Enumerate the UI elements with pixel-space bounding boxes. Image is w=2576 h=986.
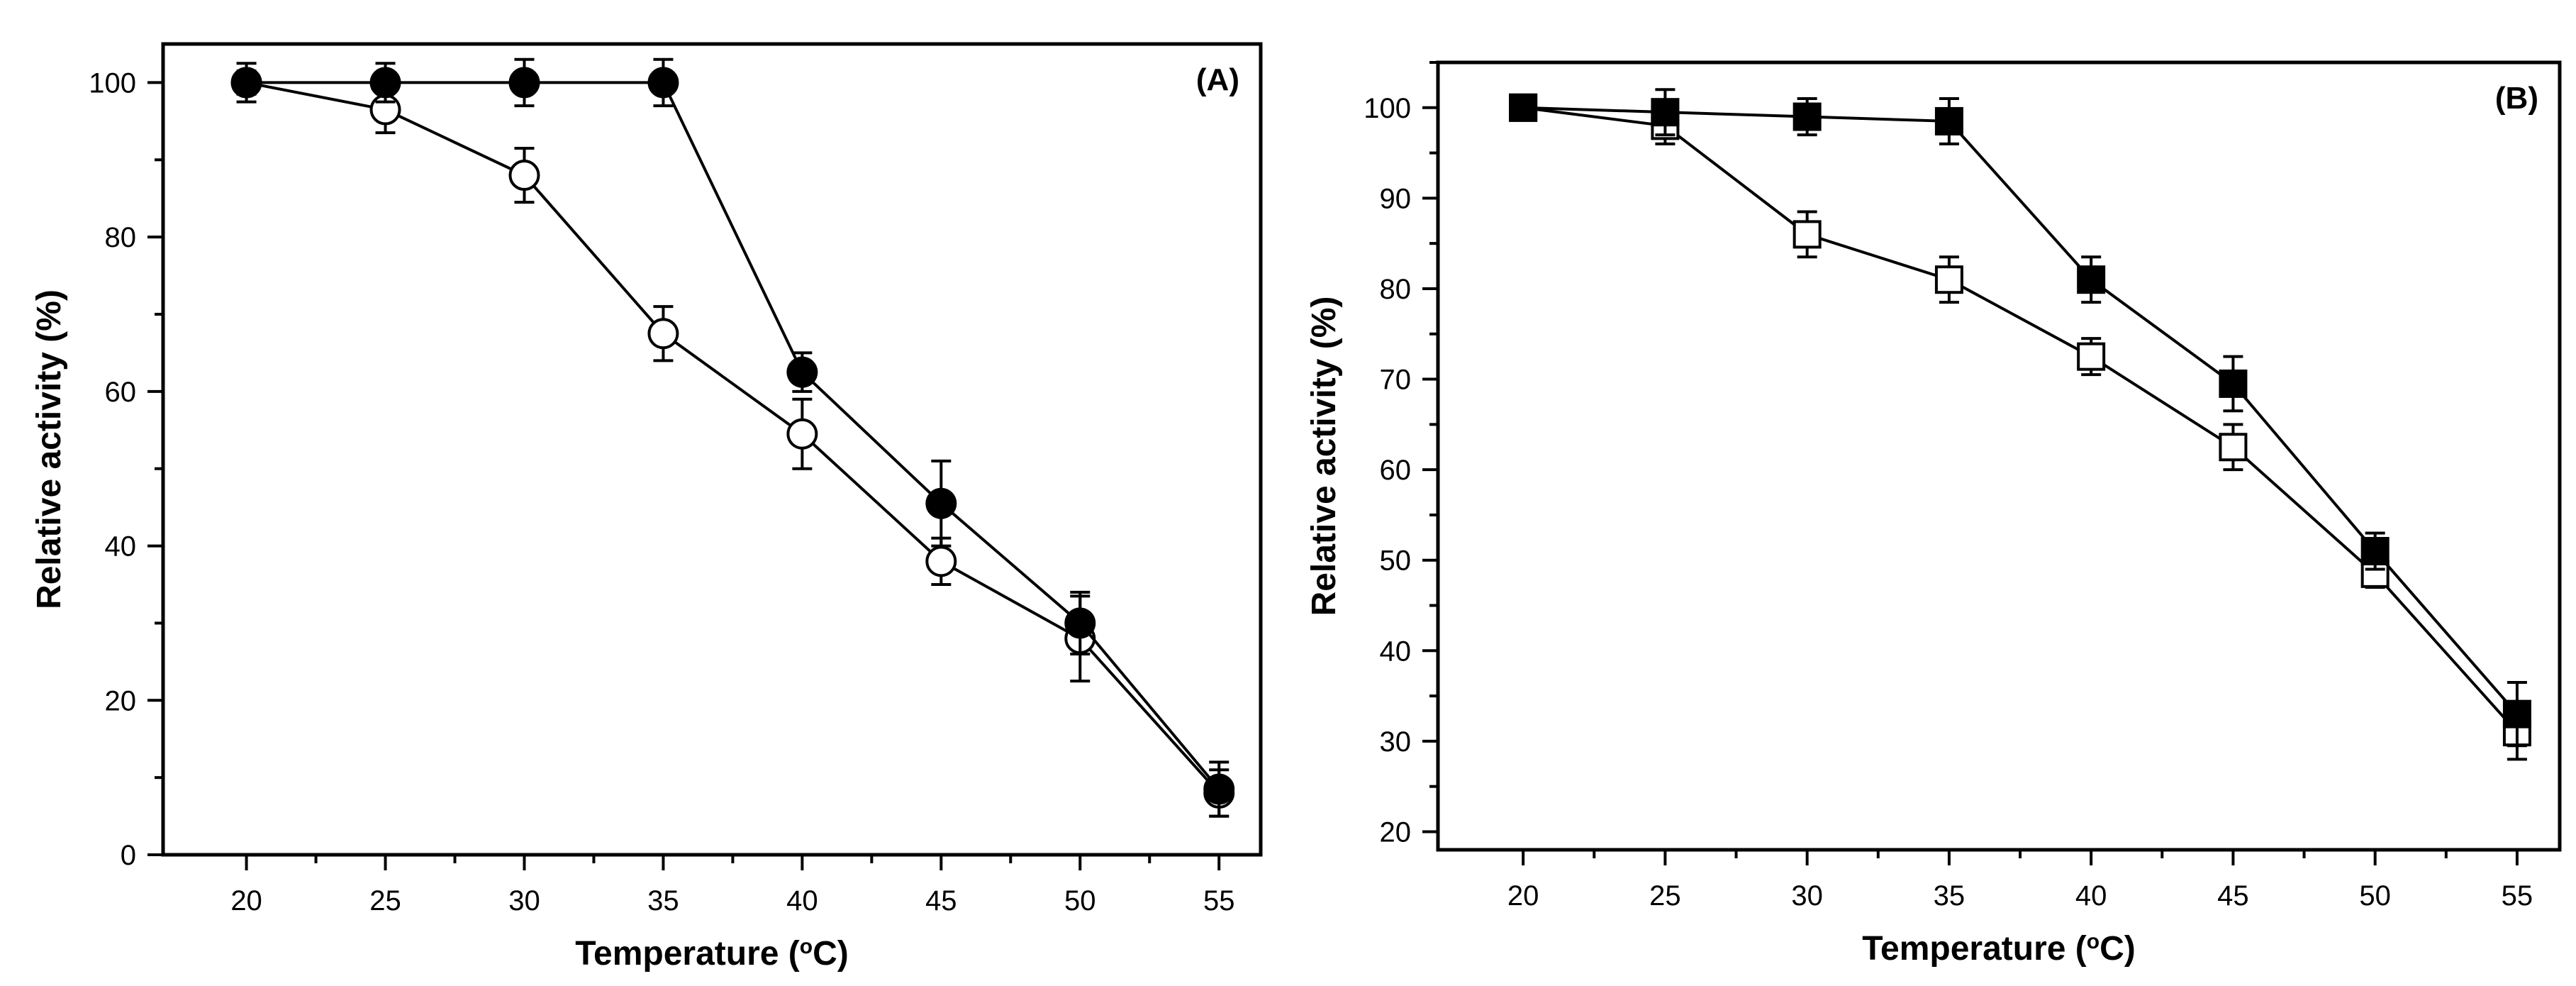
y-tick-label: 60 xyxy=(1380,455,1412,486)
x-tick-label: 45 xyxy=(925,885,957,916)
data-point xyxy=(1064,607,1096,639)
y-axis-title: Relative activity (%) xyxy=(30,289,68,609)
series-open-circles xyxy=(230,67,1235,818)
data-point xyxy=(786,356,818,388)
y-tick-label: 80 xyxy=(1380,274,1412,305)
panel-label: (B) xyxy=(2495,81,2538,116)
y-tick-label: 30 xyxy=(1380,726,1412,758)
x-tick-label: 35 xyxy=(1934,880,1966,912)
chart-panel-a: 20 25 30 35 40 45 50 55 0 20 40 60 80 100 Temperature … xyxy=(30,42,1263,973)
series-filled-squares xyxy=(1509,88,2531,748)
x-axis-title: Temperature (oC) xyxy=(1862,930,2136,968)
data-point xyxy=(925,487,957,519)
y-tick-label: 60 xyxy=(105,377,137,408)
y-axis-title: Relative activity (%) xyxy=(1305,297,1343,616)
x-tick-label: 55 xyxy=(1203,885,1235,916)
panel-label: (A) xyxy=(1196,62,1239,97)
plot-frame xyxy=(161,42,1263,857)
plot-frame xyxy=(1436,60,2562,852)
data-point xyxy=(2219,369,2248,398)
data-point xyxy=(647,67,679,99)
data-point xyxy=(1934,106,1963,135)
data-point xyxy=(1792,220,1822,249)
x-axis-title-degree: o xyxy=(800,935,813,958)
y-tick-label: 40 xyxy=(1380,636,1412,667)
data-point xyxy=(647,318,679,350)
data-point xyxy=(1792,102,1822,131)
series-line xyxy=(246,81,1220,790)
x-axis-title-degree: o xyxy=(2087,930,2100,953)
y-tick-label: 20 xyxy=(105,685,137,716)
x-axis-title-unit: C) xyxy=(2100,930,2136,968)
x-tick-label: 20 xyxy=(1507,880,1539,912)
data-point xyxy=(508,160,540,192)
y-tick-label: 20 xyxy=(1380,816,1412,848)
x-axis-title-main: Temperature ( xyxy=(1862,930,2087,968)
x-tick-label: 30 xyxy=(1791,880,1823,912)
x-tick-label: 25 xyxy=(1649,880,1681,912)
y-tick-label: 50 xyxy=(1380,545,1412,577)
data-point xyxy=(925,545,957,577)
x-tick-label: 50 xyxy=(2359,880,2391,912)
data-point xyxy=(508,67,540,99)
x-tick-label: 20 xyxy=(230,885,262,916)
data-point xyxy=(2077,265,2106,294)
data-point xyxy=(2502,699,2531,729)
y-tick-label: 0 xyxy=(121,840,136,871)
x-tick-label: 40 xyxy=(2075,880,2107,912)
x-tick-label: 40 xyxy=(786,885,818,916)
data-point xyxy=(1651,98,1680,127)
data-point xyxy=(2077,342,2106,371)
x-tick-label: 35 xyxy=(647,885,679,916)
x-tick-label: 55 xyxy=(2502,880,2533,912)
data-point xyxy=(1509,93,1538,122)
x-axis-title-unit: C) xyxy=(813,935,849,973)
chart-panel-b: 20 25 30 35 40 45 50 55 20 30 40 50 60 70 80 90 100 Tempe… xyxy=(1305,60,2562,968)
x-tick-label: 30 xyxy=(508,885,540,916)
data-point xyxy=(230,67,262,99)
data-point xyxy=(1934,265,1963,294)
y-tick-label: 100 xyxy=(1364,93,1411,124)
series-filled-circles xyxy=(230,57,1235,818)
y-tick-label: 90 xyxy=(1380,183,1412,214)
series-line xyxy=(1522,106,2519,733)
x-tick-label: 50 xyxy=(1064,885,1096,916)
data-point xyxy=(786,418,818,450)
y-tick-label: 70 xyxy=(1380,365,1412,396)
x-tick-label: 25 xyxy=(369,885,401,916)
x-axis-title-main: Temperature ( xyxy=(575,935,800,973)
data-point xyxy=(2360,536,2390,565)
y-tick-label: 40 xyxy=(105,531,137,563)
series-line xyxy=(1523,106,2519,715)
series-line xyxy=(246,81,1220,794)
data-point xyxy=(2219,433,2248,462)
data-point xyxy=(1203,773,1235,805)
y-tick-label: 100 xyxy=(89,67,136,99)
series-open-squares xyxy=(1509,93,2531,761)
x-tick-label: 45 xyxy=(2217,880,2249,912)
y-tick-label: 80 xyxy=(105,222,137,253)
x-axis-title: Temperature (oC) xyxy=(575,935,849,973)
data-point xyxy=(369,67,401,99)
